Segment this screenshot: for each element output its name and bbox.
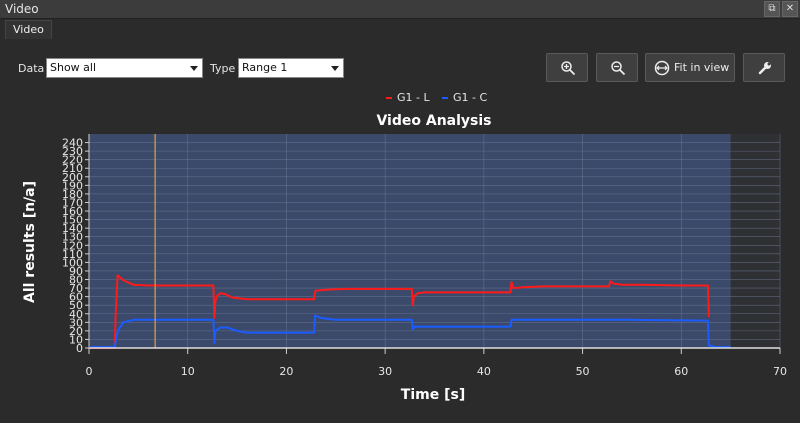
window-titlebar: Video ⧉ ✕	[0, 0, 800, 19]
close-button[interactable]: ✕	[782, 1, 798, 17]
x-tick-label: 60	[674, 365, 688, 378]
fit-in-view-button[interactable]: Fit in view	[645, 53, 735, 82]
legend-label: G1 - C	[453, 91, 488, 104]
window-title: Video	[5, 2, 39, 16]
x-tick-label: 20	[279, 365, 293, 378]
zoom-in-button[interactable]	[546, 53, 588, 82]
y-tick-label: 50	[69, 299, 83, 312]
wrench-icon	[758, 62, 771, 75]
y-tick-label: 220	[62, 154, 83, 167]
y-tick-label: 100	[62, 256, 83, 269]
zoom-in-icon	[561, 61, 576, 76]
y-tick-label: 70	[69, 282, 83, 295]
zoom-out-icon	[611, 61, 626, 76]
chevron-down-icon	[331, 66, 339, 71]
y-tick-label: 110	[62, 248, 83, 261]
y-tick-label: 240	[62, 137, 83, 150]
series-lines	[89, 274, 731, 349]
x-tick-label: 30	[378, 365, 392, 378]
y-tick-label: 20	[69, 325, 83, 338]
fit-in-view-icon	[654, 60, 670, 76]
y-tick-label: 90	[69, 265, 83, 278]
undock-button[interactable]: ⧉	[764, 1, 780, 17]
y-tick-label: 40	[69, 308, 83, 321]
x-tick-label: 0	[86, 365, 93, 378]
y-tick-label: 200	[62, 171, 83, 184]
axis-ticks: 0102030405060708090100110120130140150160…	[62, 134, 787, 378]
type-select-value: Range 1	[242, 61, 288, 74]
legend-swatch	[442, 97, 448, 99]
x-tick-label: 70	[773, 365, 787, 378]
series-line-1	[89, 274, 710, 349]
data-select-value: Show all	[50, 61, 97, 74]
y-tick-label: 120	[62, 239, 83, 252]
shaded-range	[89, 134, 731, 348]
legend-item-series1: G1 - L	[386, 91, 430, 104]
x-tick-label: 50	[576, 365, 590, 378]
settings-button[interactable]	[743, 53, 785, 82]
fit-in-view-label: Fit in view	[674, 61, 730, 74]
x-tick-label: 10	[181, 365, 195, 378]
close-icon: ✕	[785, 3, 795, 14]
video-analysis-chart[interactable]: Video Analysis 0102030405060708090100110…	[0, 105, 800, 423]
y-tick-label: 80	[69, 274, 83, 287]
y-tick-label: 170	[62, 196, 83, 209]
y-tick-label: 130	[62, 231, 83, 244]
zoom-out-button[interactable]	[596, 53, 638, 82]
legend-swatch	[386, 97, 392, 99]
y-tick-label: 140	[62, 222, 83, 235]
y-tick-label: 150	[62, 214, 83, 227]
y-tick-label: 60	[69, 291, 83, 304]
y-tick-label: 210	[62, 162, 83, 175]
tab-bar: Video	[0, 19, 800, 39]
y-tick-label: 180	[62, 188, 83, 201]
type-select[interactable]: Range 1	[238, 58, 344, 78]
legend-item-series2: G1 - C	[442, 91, 487, 104]
data-select[interactable]: Show all	[46, 58, 203, 78]
chart-title: Video Analysis	[376, 113, 491, 129]
undock-icon: ⧉	[768, 3, 776, 14]
y-tick-label: 10	[69, 333, 83, 346]
series-line-2	[89, 314, 731, 349]
y-tick-label: 30	[69, 316, 83, 329]
tab-video[interactable]: Video	[5, 20, 52, 39]
chevron-down-icon	[190, 66, 198, 71]
y-tick-label: 160	[62, 205, 83, 218]
y-tick-label: 190	[62, 179, 83, 192]
y-axis-label: All results [n/a]	[22, 181, 38, 303]
y-tick-label: 0	[76, 342, 83, 355]
data-label: Data	[18, 62, 45, 75]
legend-label: G1 - L	[397, 91, 430, 104]
x-axis-label: Time [s]	[401, 387, 465, 403]
type-label: Type	[210, 62, 236, 75]
x-tick-label: 40	[477, 365, 491, 378]
y-tick-label: 230	[62, 145, 83, 158]
chart-legend: G1 - L G1 - C	[0, 91, 800, 105]
